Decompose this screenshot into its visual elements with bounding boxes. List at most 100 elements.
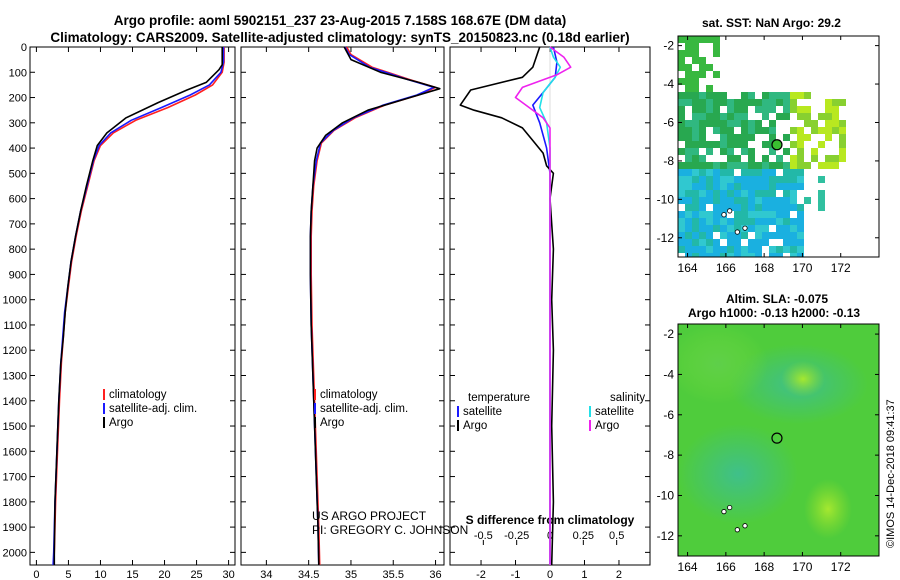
sst-pixel	[678, 246, 685, 253]
depth-tick-label: 1500	[3, 421, 27, 433]
sst-pixel	[727, 148, 734, 155]
sst-pixel	[692, 183, 699, 190]
profile-panel-1: 0100200300400500600700800900100011001200…	[3, 42, 236, 580]
sst-pixel	[790, 239, 797, 246]
sst-pixel	[699, 225, 706, 232]
sst-pixel	[699, 71, 706, 78]
sst-pixel	[692, 204, 699, 211]
sst-pixel	[699, 155, 706, 162]
x-tick-label: 20	[158, 569, 170, 580]
sst-pixel	[727, 225, 734, 232]
sst-pixel	[748, 148, 755, 155]
sst-pixel	[825, 162, 832, 169]
sst-pixel	[734, 218, 741, 225]
sst-pixel	[685, 36, 692, 43]
sst-pixel	[832, 106, 839, 113]
sst-pixel	[713, 204, 720, 211]
sst-pixel	[720, 134, 727, 141]
depth-tick-label: 900	[9, 269, 27, 281]
sst-pixel	[776, 204, 783, 211]
sst-pixel	[783, 211, 790, 218]
depth-tick-label: 0	[21, 42, 27, 54]
sst-pixel	[692, 169, 699, 176]
sst-pixel	[734, 113, 741, 120]
sst-pixel	[741, 246, 748, 253]
sst-pixel	[762, 155, 769, 162]
x-tick-label: 0	[33, 569, 39, 580]
sst-pixel	[797, 148, 804, 155]
map-y-tick-label: -12	[657, 529, 675, 543]
sst-pixel	[706, 225, 713, 232]
sst-pixel	[685, 71, 692, 78]
legend-label: climatology	[109, 389, 167, 401]
sst-pixel	[678, 211, 685, 218]
sst-pixel	[755, 204, 762, 211]
sst-pixel	[692, 239, 699, 246]
island-marker	[727, 208, 733, 214]
sst-pixel	[734, 211, 741, 218]
sst-pixel	[699, 239, 706, 246]
sst-pixel	[797, 162, 804, 169]
sst-pixel	[727, 253, 734, 257]
sst-pixel	[678, 64, 685, 71]
sst-pixel	[727, 127, 734, 134]
sst-pixel	[685, 218, 692, 225]
sst-pixel	[762, 239, 769, 246]
sst-pixel	[790, 253, 797, 257]
sst-pixel	[678, 183, 685, 190]
map-x-tick-label: 170	[792, 261, 812, 275]
sst-pixel	[790, 232, 797, 239]
depth-tick-label: 700	[9, 219, 27, 231]
sst-pixel	[797, 253, 804, 257]
sst-pixel	[692, 92, 699, 99]
sst-pixel	[678, 190, 685, 197]
sst-pixel	[741, 176, 748, 183]
sst-pixel	[706, 176, 713, 183]
sst-pixel	[776, 253, 783, 257]
sst-pixel	[720, 92, 727, 99]
plot-frame	[240, 46, 445, 566]
sst-pixel	[783, 197, 790, 204]
depth-tick-label: 600	[9, 194, 27, 206]
sst-pixel	[741, 162, 748, 169]
profile-panel-2: 3434.53535.536salinityclimatologysatelli…	[240, 46, 445, 580]
sst-pixel	[769, 169, 776, 176]
sst-pixel	[769, 246, 776, 253]
x-tick-label: -2	[476, 569, 486, 580]
sst-pixel	[720, 113, 727, 120]
sst-pixel	[797, 239, 804, 246]
sst-pixel	[839, 99, 846, 106]
sst-pixel	[685, 134, 692, 141]
sst-map-title: sat. SST: NaN Argo: 29.2	[702, 16, 841, 30]
x-tick-label: 1	[581, 569, 587, 580]
sst-pixel	[741, 169, 748, 176]
sst-pixel	[713, 92, 720, 99]
sst-pixel	[713, 211, 720, 218]
sst-pixel	[678, 78, 685, 85]
depth-tick-label: 100	[9, 67, 27, 79]
sst-pixel	[762, 225, 769, 232]
depth-tick-label: 300	[9, 118, 27, 130]
legend-label: satellite	[595, 406, 634, 418]
sst-pixel	[713, 36, 720, 43]
sst-pixel	[762, 190, 769, 197]
sst-pixel	[685, 155, 692, 162]
sst-pixel	[783, 106, 790, 113]
sst-pixel	[678, 232, 685, 239]
sst-pixel	[678, 57, 685, 64]
map-x-tick-label: 172	[831, 261, 851, 275]
depth-tick-label: 1400	[3, 396, 27, 408]
sst-pixel	[734, 106, 741, 113]
argo-float-marker	[771, 432, 783, 444]
sst-pixel	[755, 99, 762, 106]
sst-pixel	[748, 211, 755, 218]
sst-pixel	[783, 239, 790, 246]
sst-pixel	[741, 197, 748, 204]
sst-pixel	[776, 232, 783, 239]
sst-pixel	[699, 190, 706, 197]
sst-pixel	[762, 218, 769, 225]
sst-pixel	[769, 204, 776, 211]
sst-pixel	[699, 204, 706, 211]
sst-pixel	[720, 141, 727, 148]
sst-pixel	[685, 43, 692, 50]
